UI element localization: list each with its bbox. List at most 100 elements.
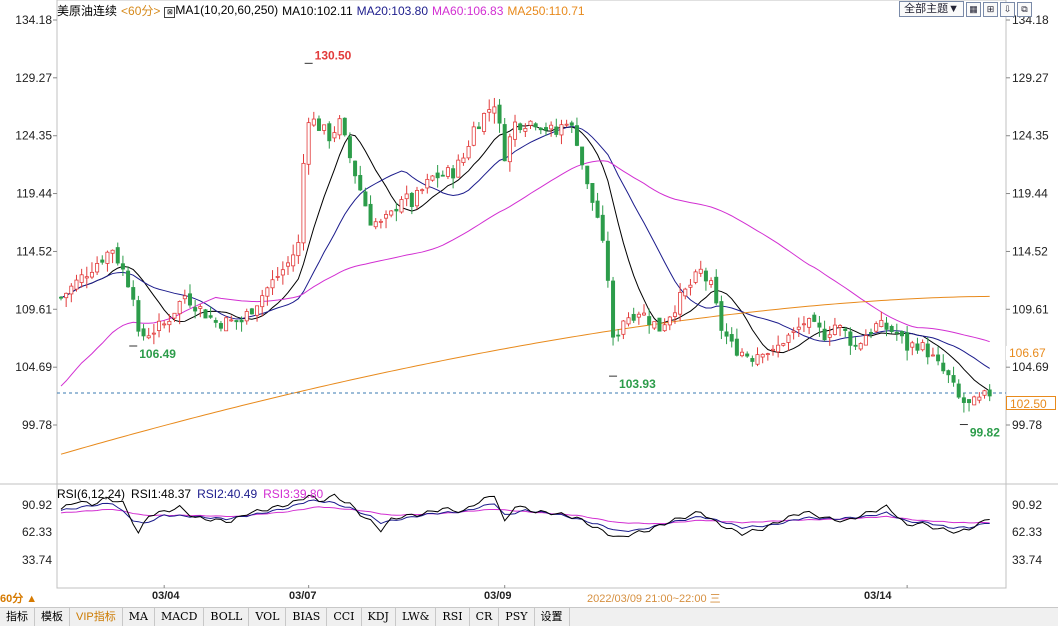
candle-body bbox=[193, 307, 198, 312]
rsi-tick-label-left: 90.92 bbox=[22, 498, 52, 512]
y-tick-label-right: 99.78 bbox=[1012, 418, 1042, 432]
candle-body bbox=[409, 192, 414, 207]
candle-body bbox=[946, 370, 951, 376]
y-tick-label-right: 134.18 bbox=[1012, 13, 1049, 27]
extreme-label-high: 130.50 bbox=[315, 48, 352, 62]
y-tick-label-right: 129.27 bbox=[1012, 71, 1049, 85]
ma20-line bbox=[60, 125, 990, 369]
ma-group-text: MA1(10,20,60,250) bbox=[175, 3, 279, 17]
candle-body bbox=[502, 124, 507, 162]
period-selector[interactable]: 60分 ▲ bbox=[0, 593, 38, 605]
candle-body bbox=[451, 168, 456, 179]
y-tick-label-left: 99.78 bbox=[22, 418, 52, 432]
candle-body bbox=[848, 331, 853, 346]
tab-bias[interactable]: BIAS bbox=[286, 608, 328, 626]
candle-body bbox=[672, 312, 677, 317]
y-tick-label-left: 134.18 bbox=[15, 13, 52, 27]
tab-vip[interactable]: VIP指标 bbox=[70, 608, 123, 626]
rsi1-line bbox=[60, 493, 990, 538]
candle-body bbox=[982, 390, 987, 396]
tab-boll[interactable]: BOLL bbox=[204, 608, 250, 626]
tab-kdj[interactable]: KDJ bbox=[362, 608, 396, 626]
y-tick-label-left: 129.27 bbox=[15, 71, 52, 85]
candle-body bbox=[590, 183, 595, 203]
candle-body bbox=[776, 344, 781, 353]
candle-body bbox=[936, 354, 941, 362]
candle-body bbox=[786, 334, 791, 343]
candle-body bbox=[389, 210, 394, 216]
candle-body bbox=[611, 280, 616, 338]
candle-body bbox=[420, 189, 425, 192]
download-icon[interactable]: ⇩ bbox=[1000, 1, 1015, 17]
rsi-tick-label-left: 62.33 bbox=[22, 525, 52, 539]
candle-body bbox=[755, 354, 760, 365]
ma-group-label: ⊠ MA1(10,20,60,250) bbox=[164, 3, 278, 18]
candle-body bbox=[358, 175, 363, 191]
candle-body bbox=[425, 178, 430, 189]
candle-body bbox=[843, 328, 848, 331]
tab-ma[interactable]: MA bbox=[123, 608, 155, 626]
candle-body bbox=[244, 311, 249, 322]
candle-body bbox=[316, 118, 321, 131]
candle-body bbox=[869, 332, 874, 335]
y-tick-label-left: 119.44 bbox=[16, 187, 52, 201]
tab-macd[interactable]: MACD bbox=[155, 608, 205, 626]
candle-body bbox=[879, 319, 884, 327]
candle-body bbox=[301, 162, 306, 244]
candle-body bbox=[564, 123, 569, 126]
candle-body bbox=[858, 343, 863, 350]
tab-vol[interactable]: VOL bbox=[249, 608, 287, 626]
candle-body bbox=[967, 399, 972, 404]
candle-body bbox=[84, 276, 89, 279]
tab-settings[interactable]: 设置 bbox=[535, 608, 570, 626]
window-icon[interactable]: ⧉ bbox=[1017, 1, 1032, 17]
candle-body bbox=[585, 165, 590, 185]
grid-icon[interactable]: ⊞ bbox=[983, 1, 998, 17]
candle-body bbox=[213, 320, 218, 323]
candle-body bbox=[286, 262, 291, 267]
candle-body bbox=[487, 109, 492, 113]
candle-body bbox=[734, 338, 739, 356]
candle-body bbox=[941, 362, 946, 372]
tab-cr[interactable]: CR bbox=[470, 608, 500, 626]
y-tick-label-right: 109.61 bbox=[1012, 302, 1049, 316]
candle-body bbox=[750, 358, 755, 362]
extreme-label-low: 106.49 bbox=[139, 347, 176, 361]
candle-body bbox=[652, 321, 657, 329]
tab-cci[interactable]: CCI bbox=[327, 608, 362, 626]
candle-body bbox=[925, 343, 930, 358]
tab-template[interactable]: 模板 bbox=[35, 608, 70, 626]
candle-body bbox=[977, 396, 982, 401]
candle-body bbox=[812, 314, 817, 322]
tab-indicator[interactable]: 指标 bbox=[0, 608, 35, 626]
candle-body bbox=[291, 254, 296, 267]
period-label: <60分> bbox=[121, 4, 161, 18]
tab-psy[interactable]: PSY bbox=[499, 608, 535, 626]
tab-lwr[interactable]: LW& bbox=[396, 608, 437, 626]
candle-body bbox=[177, 301, 182, 315]
candle-body bbox=[832, 324, 837, 335]
candle-body bbox=[863, 335, 868, 346]
candle-body bbox=[95, 263, 100, 273]
candle-body bbox=[507, 136, 512, 163]
candle-body bbox=[229, 319, 234, 322]
theme-dropdown[interactable]: 全部主题▼ bbox=[899, 1, 964, 17]
candle-body bbox=[337, 118, 342, 136]
candle-body bbox=[342, 117, 347, 136]
candle-body bbox=[260, 295, 265, 308]
candle-body bbox=[796, 326, 801, 330]
candle-body bbox=[136, 300, 141, 332]
candle-body bbox=[853, 344, 858, 347]
candle-body bbox=[224, 317, 229, 332]
chart-legend: 美原油连续 <60分> ⊠ MA1(10,20,60,250) MA10:102.… bbox=[57, 2, 585, 19]
y-tick-label-left: 104.69 bbox=[15, 360, 52, 374]
y-tick-label-right: 104.69 bbox=[1012, 360, 1049, 374]
layout-icon[interactable]: ▦ bbox=[966, 1, 981, 17]
tab-rsi[interactable]: RSI bbox=[436, 608, 470, 626]
candle-body bbox=[296, 242, 301, 257]
candle-body bbox=[956, 383, 961, 398]
candle-body bbox=[513, 121, 518, 140]
candle-body bbox=[126, 270, 131, 288]
candle-body bbox=[951, 375, 956, 383]
